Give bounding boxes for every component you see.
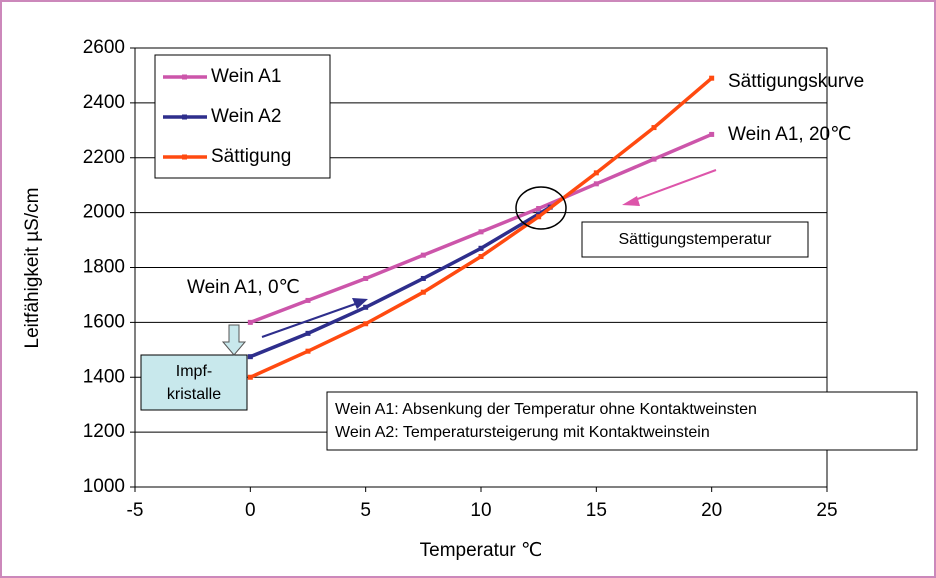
note-box: [326, 391, 918, 451]
marker: [593, 170, 599, 176]
legend-marker: [182, 74, 187, 80]
y-tick-label: 2000: [83, 202, 125, 223]
annotation: Wein A1, 0℃: [187, 277, 300, 298]
x-tick-label: 25: [816, 500, 837, 521]
marker: [536, 214, 542, 220]
legend-marker: [182, 154, 187, 160]
annotation: kristalle: [167, 386, 221, 403]
arrow-head: [352, 298, 368, 309]
marker: [305, 348, 311, 354]
y-tick-label: 1400: [83, 366, 125, 387]
y-tick-label: 1200: [83, 421, 125, 442]
down-arrow: [221, 324, 247, 356]
y-tick-label: 2600: [83, 37, 125, 58]
marker: [478, 229, 484, 235]
marker: [709, 131, 715, 137]
x-tick-label: 0: [245, 500, 256, 521]
marker: [709, 75, 715, 81]
marker: [651, 125, 657, 131]
note: Wein A1: Absenkung der Temperatur ohne K…: [335, 401, 757, 418]
annotation: Impf-: [176, 363, 212, 380]
x-tick-label: 5: [360, 500, 371, 521]
arrow: [631, 169, 717, 202]
annotation-box: [140, 354, 248, 411]
marker: [420, 275, 426, 281]
highlight-circle: [515, 186, 567, 230]
y-tick-label: 1800: [83, 257, 125, 278]
marker: [363, 321, 369, 327]
annotation: Sättigungskurve: [728, 71, 864, 92]
legend-label: Wein A1: [211, 66, 281, 87]
y-tick-label: 1000: [83, 476, 125, 497]
y-axis-title: Leitfähigkeit µS/cm: [22, 188, 43, 349]
arrow: [261, 302, 359, 338]
marker: [247, 319, 253, 325]
x-axis-title: Temperatur ℃: [420, 540, 543, 561]
y-tick-label: 2200: [83, 147, 125, 168]
legend-label: Wein A2: [211, 106, 281, 127]
x-tick-label: 20: [701, 500, 722, 521]
annotation: Sättigungstemperatur: [619, 231, 773, 248]
x-tick-label: 10: [470, 500, 491, 521]
y-tick-label: 2400: [83, 92, 125, 113]
x-tick-label: -5: [127, 500, 144, 521]
marker: [420, 252, 426, 258]
annotation-box: [581, 221, 809, 258]
marker: [247, 354, 253, 360]
marker: [363, 275, 369, 281]
marker: [478, 245, 484, 251]
marker: [593, 181, 599, 187]
legend-label: Sättigung: [211, 146, 291, 167]
marker: [247, 374, 253, 380]
y-tick-label: 1600: [83, 311, 125, 332]
x-tick-label: 15: [586, 500, 607, 521]
note: Wein A2: Temperatursteigerung mit Kontak…: [335, 424, 710, 441]
legend-marker: [182, 114, 187, 120]
marker: [478, 254, 484, 260]
arrow-head: [622, 196, 640, 206]
marker: [305, 330, 311, 336]
marker: [305, 297, 311, 303]
marker: [536, 206, 542, 212]
annotation: Wein A1, 20℃: [728, 124, 851, 145]
marker: [536, 211, 542, 217]
marker: [363, 304, 369, 310]
marker: [420, 289, 426, 295]
marker: [651, 156, 657, 162]
